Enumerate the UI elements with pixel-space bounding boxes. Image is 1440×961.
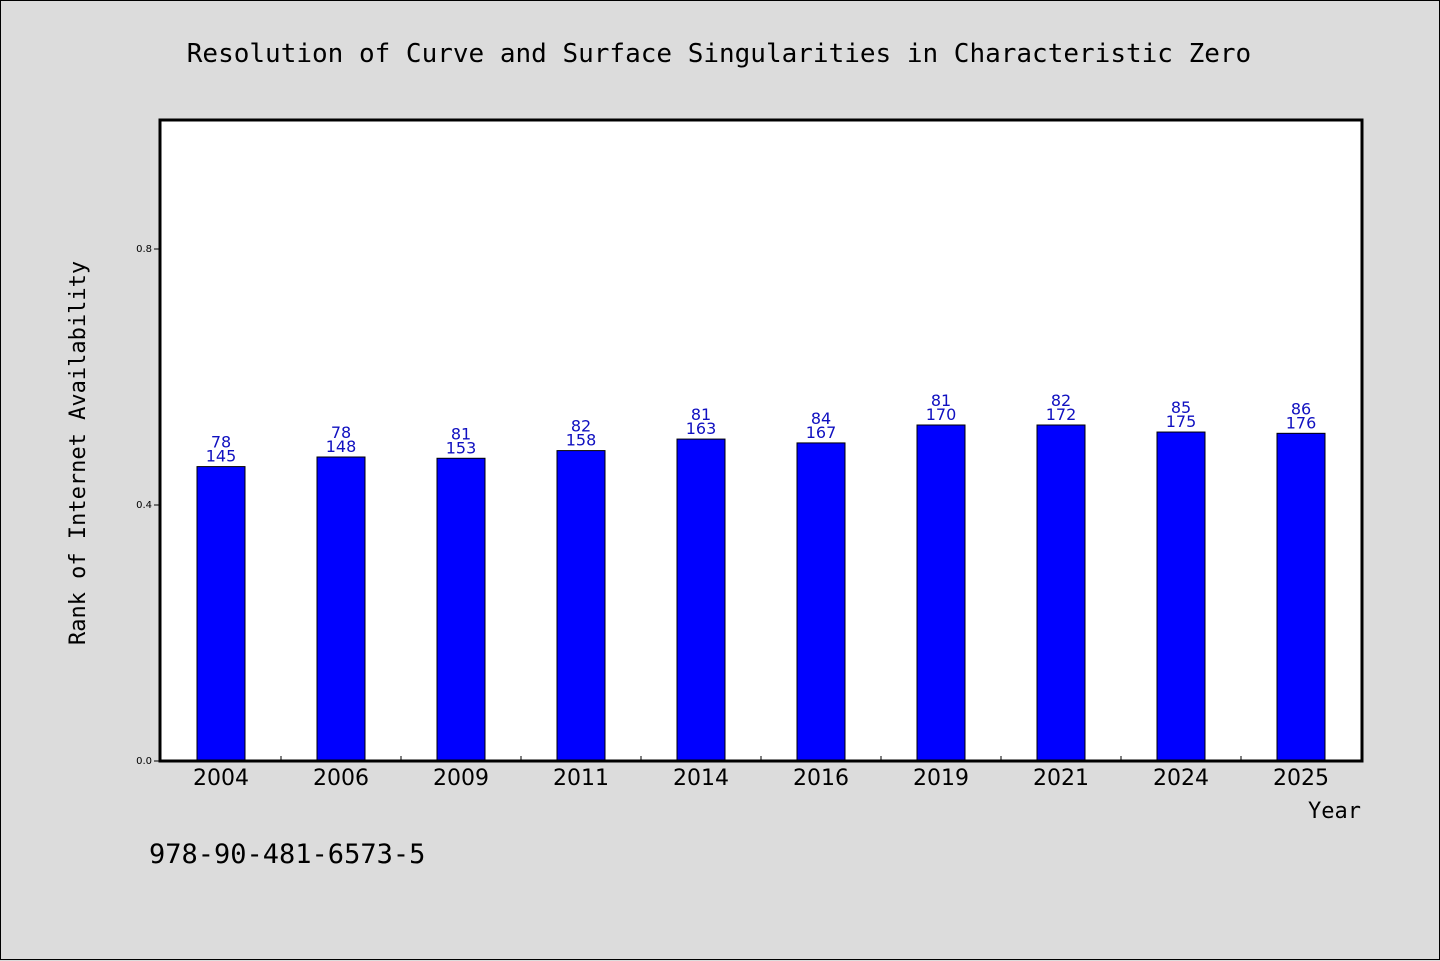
x-tick-label: 2009 (433, 766, 489, 791)
bar-label-top: 81 (691, 405, 711, 424)
bar-label-top: 85 (1171, 398, 1191, 417)
bar-label-top: 78 (331, 423, 351, 442)
y-axis: 0.0 0.4 0.8 (136, 244, 161, 767)
bar (676, 438, 726, 762)
bar-label-bottom: 148 (326, 437, 357, 456)
bar (1276, 432, 1326, 762)
x-tick-label: 2004 (193, 766, 249, 791)
bar-label-bottom: 163 (686, 419, 717, 438)
bar-label-top: 82 (571, 417, 591, 436)
y-tick-label: 0.8 (136, 244, 152, 255)
isbn-footer: 978-90-481-6573-5 (149, 839, 425, 870)
bar-series (196, 424, 1326, 762)
bar (556, 450, 606, 762)
bar-label-top: 81 (451, 424, 471, 443)
bar-label-bottom: 158 (566, 431, 597, 450)
bar-label-bottom: 145 (206, 447, 237, 466)
bar-label-top: 84 (811, 409, 831, 428)
chart-title: Resolution of Curve and Surface Singular… (187, 39, 1251, 69)
bar-label-bottom: 176 (1286, 413, 1317, 432)
bar (316, 456, 366, 762)
bar-label-top: 82 (1051, 391, 1071, 410)
x-tick-label: 2011 (553, 766, 609, 791)
bar-label-top: 78 (211, 433, 231, 452)
x-tick-label: 2006 (313, 766, 369, 791)
x-axis-title: Year (1308, 799, 1361, 824)
bar-label-bottom: 167 (806, 423, 837, 442)
bar-label-bottom: 153 (446, 438, 477, 457)
bar-label-top: 86 (1291, 399, 1311, 418)
x-tick-label: 2025 (1273, 766, 1329, 791)
plot-border (158, 118, 1364, 763)
bar (196, 466, 246, 762)
bar-label-bottom: 172 (1046, 405, 1077, 424)
y-tick-label: 0.4 (136, 500, 152, 511)
bar-label-bottom: 175 (1166, 412, 1197, 431)
x-tick-label: 2014 (673, 766, 729, 791)
bar (916, 424, 966, 762)
x-tick-label: 2019 (913, 766, 969, 791)
bar (796, 442, 846, 762)
x-tick-label: 2016 (793, 766, 849, 791)
bar-label-bottom: 170 (926, 405, 957, 424)
bar (1036, 424, 1086, 762)
bar (1156, 431, 1206, 762)
x-axis: 2004 2006 2009 2011 2014 2016 2019 2021 2024 2025 (193, 756, 1329, 791)
bar (436, 457, 486, 762)
x-tick-label: 2021 (1033, 766, 1089, 791)
y-axis-title: Rank of Internet Availability (66, 261, 91, 645)
data-labels: 7814578148811538215881163841678117082172… (206, 391, 1317, 466)
x-tick-label: 2024 (1153, 766, 1209, 791)
y-tick-label: 0.0 (136, 756, 152, 767)
bar-label-top: 81 (931, 391, 951, 410)
